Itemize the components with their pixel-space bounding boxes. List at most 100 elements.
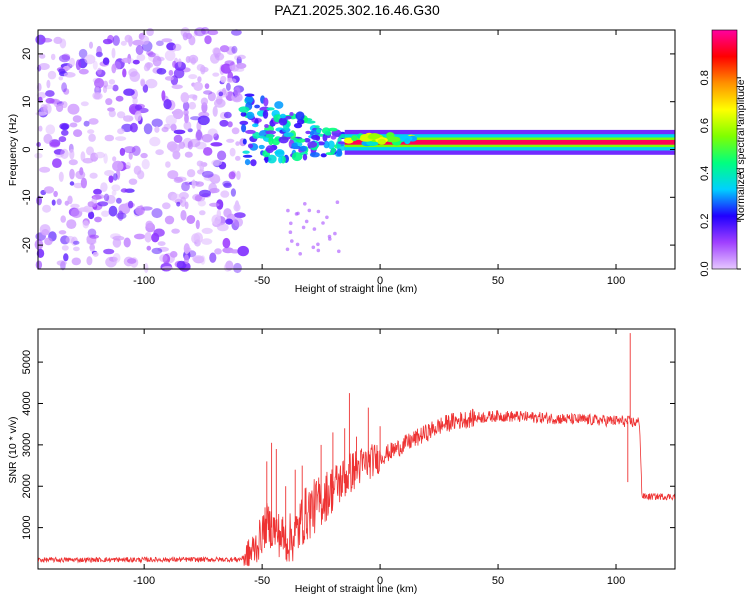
noise-blob [210, 53, 220, 64]
noise-blob [163, 99, 172, 110]
chart-title: PAZ1.2025.302.16.46.G30 [274, 2, 440, 18]
transition-blob [245, 129, 256, 134]
noise-blob [220, 190, 230, 198]
noise-blob [125, 161, 131, 170]
noise-blob [36, 92, 47, 99]
carrier-blob [404, 138, 411, 145]
noise-blob [195, 219, 200, 230]
transition-blob [325, 215, 329, 220]
noise-blob [83, 120, 90, 127]
noise-blob [132, 39, 145, 46]
spectrogram-x-ticks: -100 -50 0 50 100 [133, 30, 625, 287]
noise-blob [145, 220, 154, 229]
noise-blob [197, 76, 202, 83]
noise-blob [223, 263, 232, 272]
noise-blob [104, 170, 115, 177]
transition-blob [246, 111, 255, 119]
noise-blob [229, 78, 237, 83]
noise-blob [188, 54, 199, 64]
noise-blob [127, 200, 134, 209]
noise-blob [208, 182, 218, 194]
noise-blob [216, 199, 224, 210]
noise-blob [171, 84, 183, 90]
x-tick-label: -50 [254, 575, 270, 587]
noise-blob [172, 108, 184, 120]
transition-blob [302, 153, 308, 161]
noise-blob [213, 47, 221, 58]
noise-blob [199, 189, 211, 198]
transition-blob [278, 136, 289, 144]
transition-blob [278, 156, 283, 164]
noise-blob [92, 251, 99, 257]
noise-blob [133, 233, 146, 240]
transition-blob [242, 138, 247, 145]
noise-blob [155, 149, 164, 156]
noise-blob [78, 207, 89, 212]
noise-blob [201, 238, 213, 245]
noise-blob [180, 92, 190, 103]
noise-blob [168, 69, 174, 76]
noise-blob [75, 59, 82, 71]
noise-blob [56, 260, 67, 266]
noise-blob [207, 128, 218, 138]
noise-blob [162, 253, 171, 264]
noise-blob [177, 58, 182, 68]
noise-blob [109, 256, 118, 262]
noise-blob [226, 138, 235, 143]
noise-blob [166, 141, 178, 152]
noise-blob [120, 148, 125, 156]
transition-blob [303, 138, 311, 143]
noise-blob [103, 153, 108, 164]
noise-blob [191, 179, 196, 189]
transition-blob [266, 107, 275, 111]
noise-blob [89, 234, 99, 239]
noise-blob [123, 237, 131, 248]
noise-blob [67, 103, 80, 115]
transition-blob [337, 141, 346, 145]
noise-blob [58, 54, 71, 63]
spectrogram-y-ticks: -20 -10 0 10 20 [21, 48, 675, 253]
noise-blob [181, 181, 190, 192]
noise-blob [173, 129, 186, 135]
noise-blob [61, 245, 69, 251]
noise-blob [120, 40, 127, 46]
noise-blob [134, 104, 143, 111]
noise-blob [128, 151, 133, 160]
transition-blob [305, 120, 316, 124]
noise-blob [200, 97, 208, 106]
noise-blob [214, 98, 226, 108]
colorbar-gradient [711, 29, 738, 270]
transition-blob [323, 140, 330, 149]
noise-blob [211, 214, 222, 226]
noise-blob [123, 88, 135, 96]
transition-blob [322, 133, 328, 142]
noise-blob [213, 133, 219, 141]
noise-blob [203, 147, 213, 156]
noise-blob [56, 103, 64, 112]
transition-blob [258, 135, 267, 139]
noise-blob [59, 38, 67, 49]
transition-blob [312, 227, 317, 231]
colorbar-ticks: 0.0 0.2 0.4 0.6 0.8 [699, 70, 741, 277]
noise-blob [195, 129, 203, 141]
x-tick-label: 50 [492, 275, 504, 287]
y-tick-label: -20 [21, 237, 33, 253]
noise-blob [156, 40, 164, 47]
noise-blob [192, 255, 205, 263]
noise-blob [58, 230, 67, 235]
noise-blob [113, 173, 118, 181]
transition-blob [309, 152, 320, 158]
noise-blob [210, 142, 223, 147]
noise-blob [42, 204, 52, 213]
noise-blob [186, 169, 196, 178]
noise-blob [70, 203, 80, 209]
transition-blob [315, 135, 321, 141]
carrier-core [344, 139, 675, 145]
noise-blob [60, 215, 66, 223]
noise-blob [111, 184, 121, 192]
noise-blob [46, 79, 51, 89]
x-tick-label: 50 [492, 575, 504, 587]
y-tick-label: 5000 [21, 350, 33, 374]
noise-blob [35, 111, 48, 116]
noise-blob [151, 118, 163, 128]
